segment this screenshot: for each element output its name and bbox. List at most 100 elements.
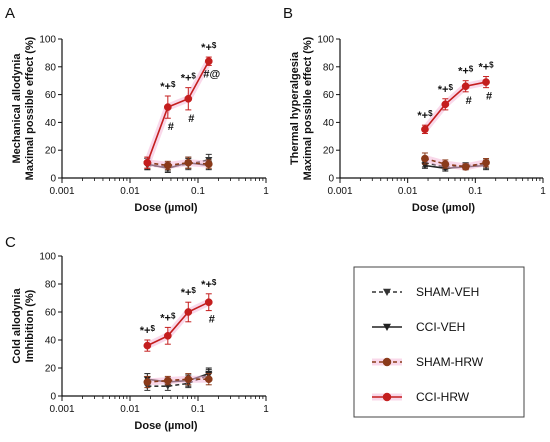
data-point — [461, 163, 470, 171]
x-tick-label: 0.001 — [49, 186, 74, 197]
significance-marker: *+$ — [160, 80, 176, 93]
data-point — [143, 378, 152, 386]
panel-c: C 0 20 40 60 80 100 0.001 0.01 0.1 1 Dose (µmol) Col… — [5, 234, 269, 432]
significance-symbols: *+ — [201, 42, 212, 54]
data-point — [143, 158, 152, 167]
significance-hash: # — [168, 121, 174, 133]
data-point — [204, 298, 213, 307]
significance-marker: *+$ — [478, 61, 494, 74]
significance-symbols: *+ — [160, 312, 171, 324]
significance-hash: # — [188, 113, 194, 125]
significance-dollar: $ — [428, 109, 433, 118]
data-point — [421, 154, 429, 163]
significance-hash: # — [209, 314, 215, 326]
data-point — [421, 125, 429, 134]
x-tick-label: 0.01 — [398, 186, 418, 197]
data-point — [441, 100, 450, 109]
y-tick-label: 60 — [45, 308, 57, 319]
significance-dollar: $ — [171, 311, 176, 320]
significance-dollar: $ — [171, 80, 176, 89]
y-tick-label: 80 — [323, 62, 335, 73]
y-axis-title-line: Maximal possible effect (%) — [24, 36, 36, 180]
data-point — [163, 103, 172, 111]
y-tick-label: 40 — [45, 118, 57, 129]
data-point — [482, 158, 490, 167]
data-point — [143, 341, 152, 350]
significance-symbols: *+ — [458, 66, 469, 78]
panel-letter: C — [5, 234, 16, 251]
x-axis-title: Dose (µmol) — [134, 420, 198, 432]
legend-item-sham-hrw: SHAM-HRW — [372, 355, 484, 369]
series-cci-hrw — [143, 56, 213, 169]
significance-dollar: $ — [191, 286, 196, 295]
data-point — [204, 375, 213, 384]
significance-symbols: *+ — [140, 325, 151, 337]
y-tick-label: 20 — [323, 146, 335, 157]
significance-marker: *+$ — [201, 41, 217, 54]
x-tick-label: 1 — [263, 404, 269, 415]
x-tick-label: 1 — [263, 186, 269, 197]
significance-symbols: *+ — [478, 62, 489, 74]
x-tick-label: 0.01 — [120, 186, 140, 197]
series-line — [147, 378, 209, 383]
y-tick-label: 80 — [45, 62, 57, 73]
data-point — [184, 158, 193, 167]
series-sham-hrw — [421, 152, 490, 171]
y-tick-label: 100 — [39, 35, 56, 46]
panel-b: B 0 20 40 60 80 100 0.001 0.01 0.1 1 Dose (µmol) The… — [283, 5, 546, 214]
significance-symbols: *+ — [181, 287, 192, 299]
data-point — [461, 82, 470, 91]
legend-marker — [383, 288, 391, 296]
y-axis-title-line: Thermal hyperalgesia — [289, 51, 301, 165]
data-point — [163, 331, 172, 340]
significance-symbols: *+ — [201, 279, 212, 291]
significance-marker: *+$ — [160, 311, 176, 324]
significance-symbols: *+ — [417, 110, 428, 122]
data-point — [184, 375, 193, 384]
panel-letter: B — [283, 5, 293, 22]
y-axis-title-line: Cold allodynia — [11, 288, 23, 364]
significance-marker: *+$ — [438, 83, 454, 96]
significance-dollar: $ — [469, 65, 474, 74]
series-line — [147, 301, 210, 347]
significance-symbols: *+ — [181, 73, 192, 85]
y-axis-title-line: Mechanical allodynia — [11, 53, 23, 164]
significance-marker: *+$ — [181, 286, 197, 299]
x-tick-label: 0.1 — [191, 404, 205, 415]
legend-label: SHAM-HRW — [416, 355, 484, 369]
x-tick-label: 0.1 — [468, 186, 482, 197]
significance-marker: *+$ — [140, 324, 156, 337]
significance-dollar: $ — [212, 278, 217, 287]
y-axis-title: Cold allodyniaImhibition (%) — [11, 288, 36, 364]
legend-marker — [382, 357, 392, 367]
significance-symbols: *+ — [438, 84, 449, 96]
data-point — [184, 308, 193, 316]
significance-hash: # — [486, 91, 492, 103]
panel-letter: A — [5, 5, 15, 22]
y-tick-label: 60 — [45, 90, 57, 101]
series-sham-hrw — [143, 373, 213, 389]
y-tick-label: 60 — [323, 90, 335, 101]
series-cci-hrw — [421, 76, 490, 135]
significance-dollar: $ — [191, 72, 196, 81]
significance-symbols: *+ — [160, 81, 171, 93]
y-tick-label: 0 — [328, 174, 334, 185]
significance-marker: *+$ — [201, 278, 217, 291]
x-tick-label: 0.001 — [327, 186, 352, 197]
y-axis-title: Mechanical allodyniaMaximal possible eff… — [11, 36, 36, 180]
data-point — [482, 78, 490, 86]
legend: SHAM-VEH CCI-VEH SHAM-HRW CCI-HRW — [353, 266, 525, 418]
legend-item-cci-veh: CCI-VEH — [372, 320, 465, 334]
y-tick-label: 40 — [45, 336, 57, 347]
x-tick-label: 1 — [540, 186, 546, 197]
y-tick-label: 100 — [317, 35, 334, 46]
data-point — [441, 160, 450, 168]
series-line — [146, 60, 210, 163]
significance-marker: *+$ — [417, 109, 433, 122]
significance-hash: #@ — [203, 68, 220, 80]
legend-marker — [383, 323, 391, 331]
x-tick-label: 0.001 — [49, 404, 74, 415]
series-halo — [422, 78, 487, 132]
series-line — [424, 81, 487, 130]
